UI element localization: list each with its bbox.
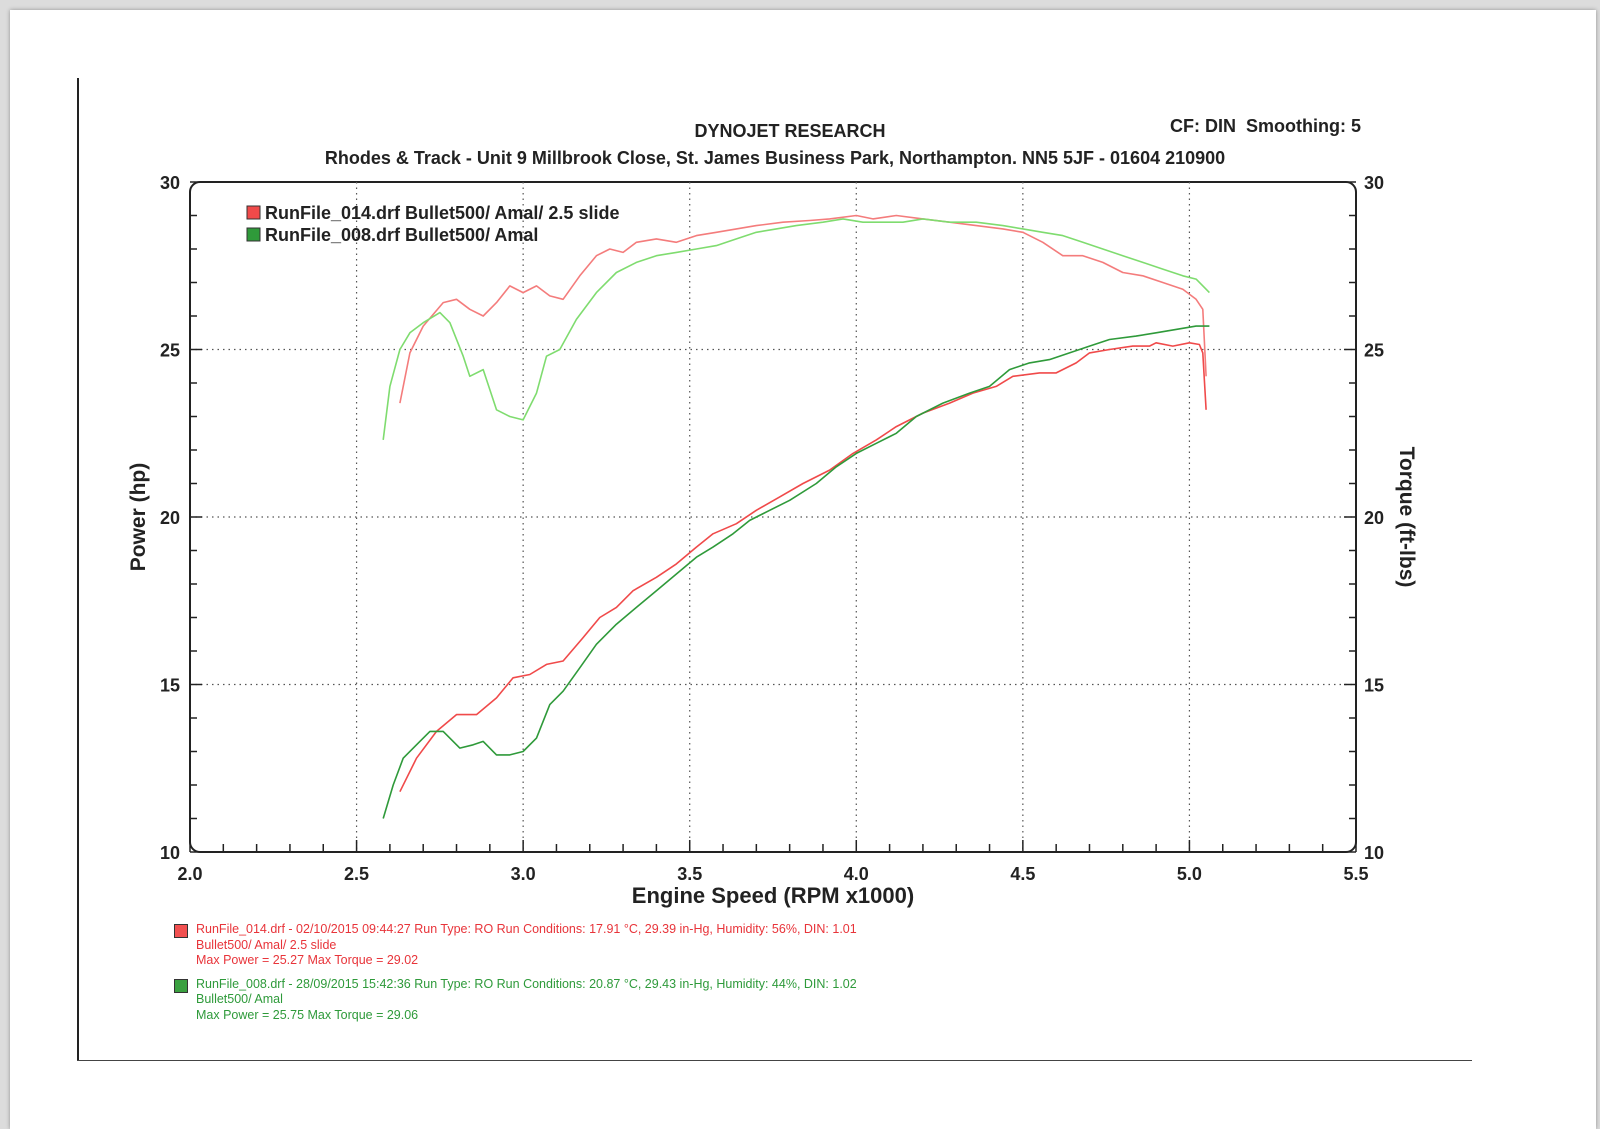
run-details-014: RunFile_014.drf - 02/10/2015 09:44:27 Ru… xyxy=(170,922,956,969)
y-tick-label-left: 20 xyxy=(160,508,180,528)
y-tick-label-right: 10 xyxy=(1364,843,1384,863)
run-details-legend: RunFile_014.drf - 02/10/2015 09:44:27 Ru… xyxy=(170,922,956,1031)
correction-factor-label: CF: DIN Smoothing: 5 xyxy=(1170,116,1361,136)
y-tick-label-right: 20 xyxy=(1364,508,1384,528)
y-tick-label-right: 25 xyxy=(1364,341,1384,361)
y-tick-label-left: 30 xyxy=(160,173,180,193)
y-axis-label-left: Power (hp) xyxy=(127,463,150,572)
x-tick-label: 2.5 xyxy=(344,864,369,884)
legend-entry-label: RunFile_014.drf Bullet500/ Amal/ 2.5 sli… xyxy=(265,203,619,223)
series-line-torque-3 xyxy=(382,218,1210,440)
series-line-power-2 xyxy=(382,325,1210,819)
run-details-line: RunFile_014.drf - 02/10/2015 09:44:27 Ru… xyxy=(196,922,857,936)
y-axis-label-right: Torque (ft-lbs) xyxy=(1395,447,1418,588)
x-tick-label: 5.5 xyxy=(1343,864,1368,884)
chart-subtitle: Rhodes & Track - Unit 9 Millbrook Close,… xyxy=(324,148,1226,168)
run-details-line: Bullet500/ Amal/ 2.5 slide xyxy=(196,937,337,952)
run-details-line: Max Power = 25.75 Max Torque = 29.06 xyxy=(196,1007,419,1022)
run-details-line: Max Power = 25.27 Max Torque = 29.02 xyxy=(196,953,419,967)
x-tick-label: 3.0 xyxy=(511,864,536,884)
x-tick-label: 4.5 xyxy=(1010,864,1035,884)
y-tick-label-left: 15 xyxy=(160,676,180,696)
x-axis-label: Engine Speed (RPM x1000) xyxy=(632,883,914,908)
page-margin-line-horizontal xyxy=(77,1060,1472,1061)
series-line-torque-1 xyxy=(399,214,1207,404)
series-line-power-0 xyxy=(399,342,1207,793)
y-tick-label-right: 15 xyxy=(1364,676,1384,696)
run-details-line: Bullet500/ Amal xyxy=(196,992,283,1006)
y-tick-label-right: 30 xyxy=(1364,173,1384,193)
x-tick-label: 2.0 xyxy=(177,864,202,884)
run-details-line: RunFile_008.drf - 28/09/2015 15:42:36 Ru… xyxy=(196,976,857,991)
legend-red-swatch-icon xyxy=(246,205,261,220)
y-tick-label-left: 25 xyxy=(160,341,180,361)
red-swatch-icon xyxy=(174,924,188,938)
page-margin-line-vertical xyxy=(77,78,79,1060)
legend-entry-label: RunFile_008.drf Bullet500/ Amal xyxy=(265,225,538,245)
x-tick-label: 5.0 xyxy=(1177,864,1202,884)
legend-green-swatch-icon xyxy=(246,227,261,242)
green-swatch-icon xyxy=(174,978,188,993)
chart-title: DYNOJET RESEARCH xyxy=(694,121,886,141)
run-details-008: RunFile_008.drf - 28/09/2015 15:42:36 Ru… xyxy=(170,977,956,1024)
x-tick-label: 4.0 xyxy=(844,864,869,884)
x-tick-label: 3.5 xyxy=(677,864,702,884)
y-tick-label-left: 10 xyxy=(160,843,180,863)
